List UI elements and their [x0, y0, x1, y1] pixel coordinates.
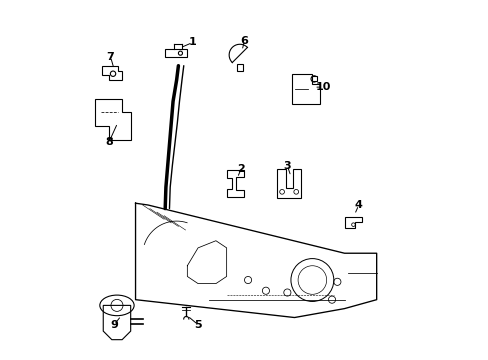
Text: 3: 3: [283, 161, 290, 171]
Bar: [311, 76, 316, 81]
Text: 10: 10: [315, 82, 330, 92]
Text: 8: 8: [104, 138, 112, 148]
Text: 1: 1: [188, 37, 196, 48]
Text: 4: 4: [354, 200, 362, 210]
Text: 5: 5: [194, 320, 202, 330]
Text: 2: 2: [237, 164, 244, 174]
Text: 7: 7: [106, 52, 114, 62]
Text: 6: 6: [240, 36, 248, 46]
Text: 9: 9: [110, 320, 118, 330]
